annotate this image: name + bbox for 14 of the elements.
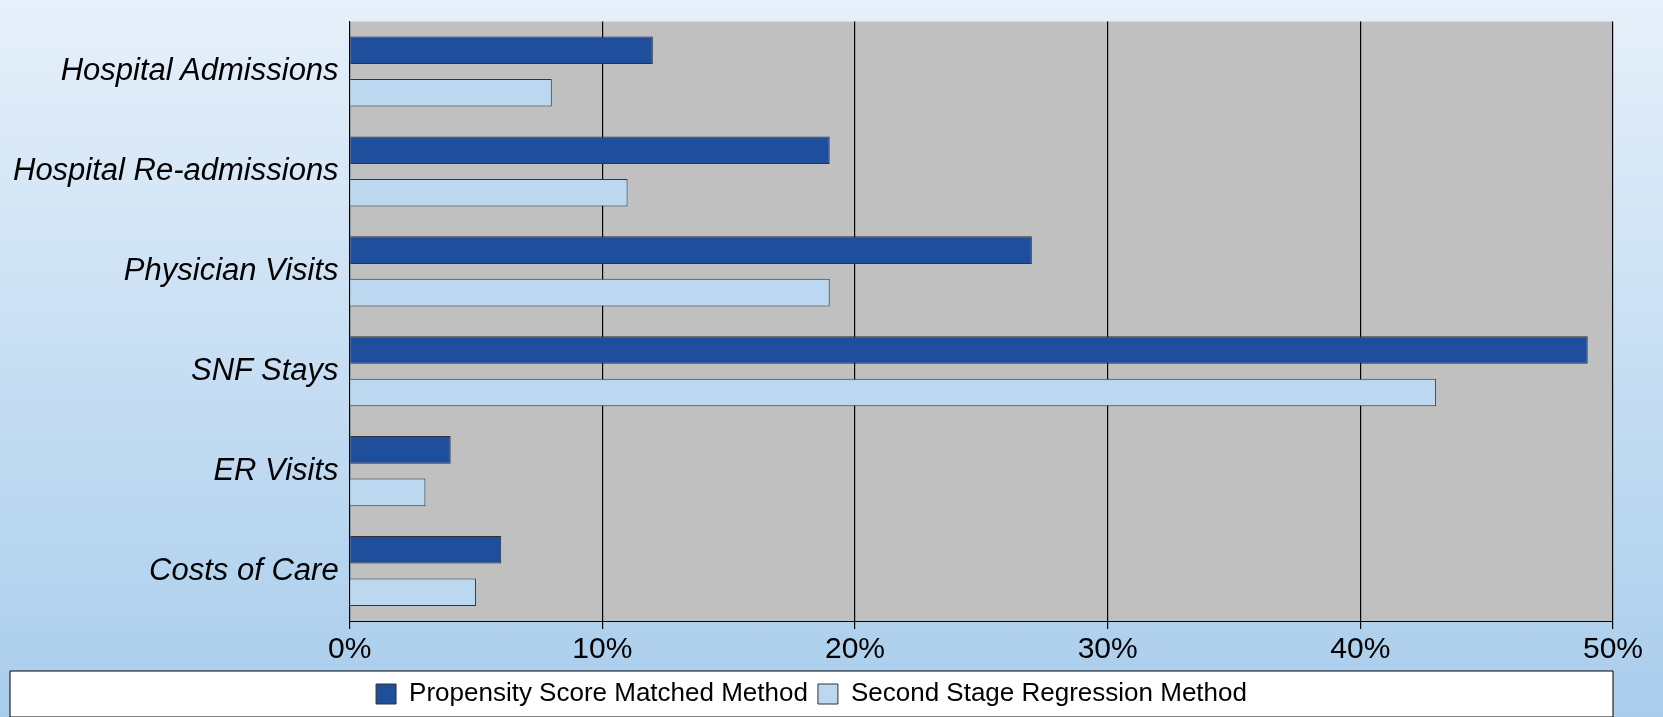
x-tick-label: 0% [327, 631, 372, 665]
x-tick-label: 50% [1582, 631, 1644, 665]
x-tick-label: 40% [1330, 631, 1391, 665]
y-tick-label: Hospital Admissions [60, 52, 339, 88]
legend-label: Second Stage Regression Method [850, 677, 1247, 708]
x-tick-label: 10% [572, 631, 633, 665]
y-tick-label: Hospital Re-admissions [13, 152, 339, 188]
x-tick-label: 30% [1077, 631, 1138, 665]
y-tick-label: Costs of Care [149, 551, 339, 587]
y-tick-label: Physician Visits [123, 251, 339, 287]
y-tick-label: SNF Stays [191, 351, 339, 387]
legend-label: Propensity Score Matched Method [409, 677, 808, 708]
x-tick-label: 20% [824, 631, 885, 665]
y-tick-label: ER Visits [213, 451, 339, 487]
